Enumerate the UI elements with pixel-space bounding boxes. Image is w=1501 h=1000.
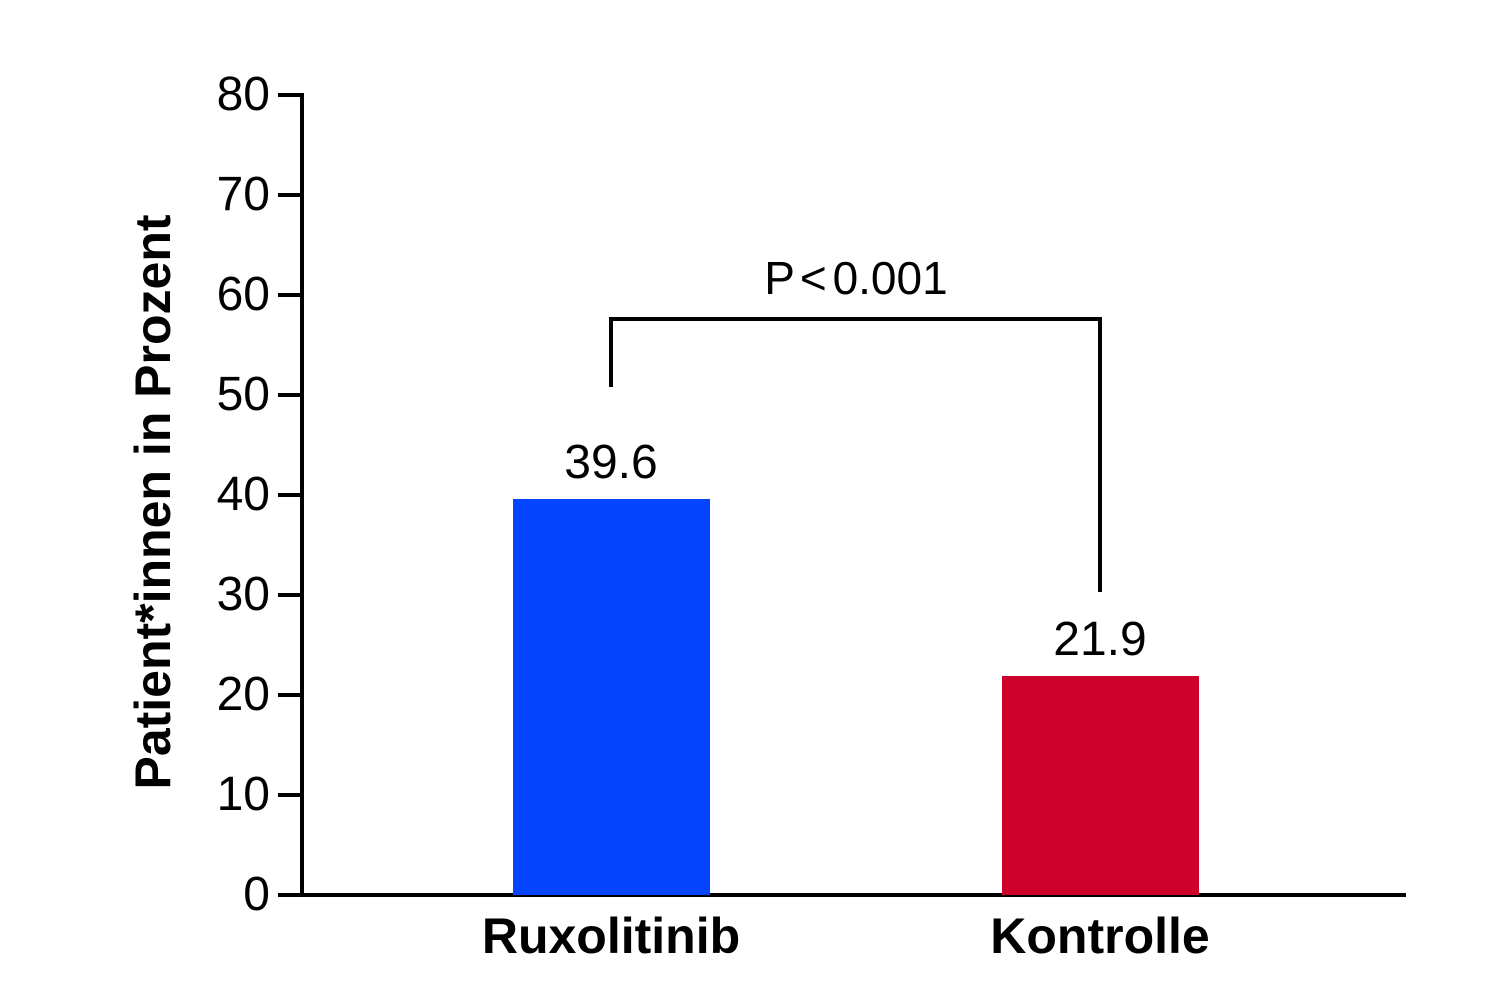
p-value-label: P < 0.001	[764, 252, 948, 304]
x-category-label-ruxolitinib: Ruxolitinib	[481, 908, 741, 964]
y-axis-tick-label: 70	[216, 168, 270, 221]
bar-kontrolle	[1001, 676, 1199, 895]
x-category-label-kontrolle: Kontrolle	[990, 908, 1210, 964]
y-axis-tick-label: 30	[216, 568, 270, 621]
y-axis-tick-label: 80	[216, 68, 270, 121]
y-axis-tick-label: 40	[216, 468, 270, 521]
bar-ruxolitinib	[512, 499, 710, 895]
y-axis-tick	[278, 793, 300, 797]
y-axis-line	[300, 93, 304, 897]
y-axis-tick-label: 60	[216, 268, 270, 321]
y-axis-tick-label: 0	[243, 868, 270, 921]
y-axis-tick	[278, 893, 300, 897]
bar-value-label: 39.6	[564, 436, 658, 489]
y-axis-tick	[278, 193, 300, 197]
y-axis-tick	[278, 393, 300, 397]
y-axis-tick	[278, 293, 300, 297]
y-axis-tick	[278, 93, 300, 97]
y-axis-tick-label: 10	[216, 768, 270, 821]
bracket-left-leg	[609, 317, 613, 387]
y-axis-tick	[278, 693, 300, 697]
bracket-top-bar	[609, 317, 1102, 321]
y-axis-tick	[278, 493, 300, 497]
y-axis-tick-label: 20	[216, 668, 270, 721]
bracket-right-leg	[1098, 317, 1102, 592]
bar-value-label: 21.9	[1053, 613, 1147, 666]
x-axis-line	[298, 893, 1406, 897]
y-axis-tick-label: 50	[216, 368, 270, 421]
y-axis-tick	[278, 593, 300, 597]
